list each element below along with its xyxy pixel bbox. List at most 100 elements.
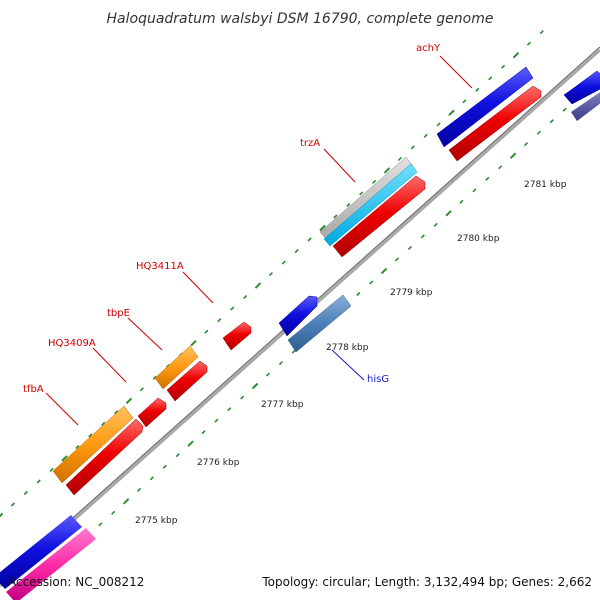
outer-tick — [423, 133, 428, 138]
gene-feature-blue-right[interactable] — [563, 70, 600, 105]
gene-feature-achY[interactable] — [436, 66, 534, 148]
gene-feature-tfbA[interactable] — [52, 405, 134, 484]
inner-tick — [251, 382, 259, 390]
outer-tick — [397, 156, 402, 161]
leader-line-hisG — [331, 349, 365, 381]
outer-tick — [281, 260, 286, 265]
gene-feature-tbpE-red[interactable] — [166, 360, 208, 402]
outer-tick — [204, 329, 209, 334]
outer-tick — [359, 191, 364, 196]
outer-tick — [75, 444, 80, 449]
inner-tick — [498, 165, 503, 170]
gene-feature-tbpE[interactable] — [154, 345, 199, 390]
gene-feature-blue-hisG-upper[interactable] — [278, 295, 318, 337]
kbp-label-2779: 2779 kbp — [390, 288, 433, 298]
outer-tick — [448, 109, 455, 117]
outer-tick — [319, 224, 326, 232]
outer-tick — [23, 490, 28, 496]
gene-label-tfbA: tfbA — [23, 384, 44, 395]
outer-tick — [36, 479, 41, 484]
gene-feature-pink-edge[interactable] — [6, 528, 96, 600]
outer-tick — [88, 433, 93, 438]
inner-tick — [445, 210, 452, 217]
outer-tick — [190, 339, 197, 347]
gene-feature-achY-red[interactable] — [448, 85, 542, 162]
inner-tick — [536, 130, 541, 135]
kbp-label-2778: 2778 kbp — [326, 343, 369, 353]
outer-tick — [488, 76, 493, 81]
inner-tick — [122, 498, 130, 505]
outer-tick — [101, 421, 106, 426]
inner-tick — [175, 453, 180, 458]
outer-tick — [462, 99, 467, 104]
outer-tick — [114, 410, 119, 415]
outer-tick — [333, 214, 338, 219]
map-title: Haloquadratum walsbyi DSM 16790, complet… — [107, 11, 494, 27]
gene-feature-HQ3409A[interactable] — [137, 397, 167, 428]
gene-labels: tfbA HQ3409A tbpE HQ3411A trzA achY hisG — [23, 43, 473, 426]
kbp-labels: 2775 kbp 2776 kbp 2777 kbp 2778 kbp 2779… — [135, 180, 567, 526]
leader-line-HQ3411A — [182, 271, 214, 304]
gene-feature-trzA-cyan[interactable] — [323, 163, 418, 247]
outer-tick — [230, 306, 235, 311]
outer-tick — [294, 248, 299, 254]
leader-line-tfbA — [45, 392, 79, 426]
inner-tick — [214, 418, 219, 423]
gene-feature-trzA[interactable] — [332, 175, 426, 258]
gene-label-HQ3409A: HQ3409A — [48, 338, 96, 349]
outer-tick — [61, 455, 68, 462]
inner-tick — [420, 234, 425, 239]
kbp-label-2780: 2780 kbp — [457, 234, 500, 244]
leader-line-achY — [439, 55, 473, 89]
outer-tick — [436, 122, 441, 127]
inner-tick — [111, 510, 116, 515]
gene-label-hisG: hisG — [367, 374, 389, 385]
gene-feature-tfbA-red[interactable] — [65, 418, 144, 496]
inner-tick — [523, 142, 529, 147]
inner-tick — [149, 476, 154, 481]
outer-tick — [10, 502, 15, 507]
outer-tick — [501, 64, 506, 69]
inner-tick — [98, 522, 103, 527]
outer-tick — [512, 51, 520, 59]
gene-label-achY: achY — [416, 43, 441, 54]
inner-tick — [265, 372, 271, 377]
leader-line-tbpE — [127, 317, 163, 351]
inner-tick — [240, 395, 245, 400]
kbp-label-2776: 2776 kbp — [197, 458, 240, 468]
outer-tick — [217, 318, 222, 323]
outer-tick — [0, 512, 4, 518]
inner-tick — [356, 291, 361, 297]
gene-label-tbpE: tbpE — [107, 308, 130, 319]
inner-tick — [369, 280, 374, 285]
gene-label-HQ3411A: HQ3411A — [136, 261, 184, 272]
inner-tick — [201, 430, 206, 435]
gene-feature-HQ3411A[interactable] — [222, 321, 252, 351]
outer-tick — [49, 467, 54, 472]
inner-tick — [380, 267, 388, 275]
outer-tick — [526, 41, 531, 46]
inner-tick — [472, 188, 477, 193]
gene-features — [0, 66, 600, 600]
outer-tick — [346, 202, 351, 208]
gene-feature-blue-edge[interactable] — [0, 515, 82, 589]
kbp-label-2777: 2777 kbp — [261, 400, 304, 410]
gene-feature-navy-right[interactable] — [571, 88, 600, 121]
outer-tick — [410, 145, 415, 150]
leader-line-HQ3409A — [92, 347, 127, 383]
inner-tick — [187, 440, 194, 447]
gene-feature-hisG[interactable] — [287, 294, 352, 353]
inner-tick — [278, 361, 283, 366]
outer-tick — [268, 272, 273, 277]
gene-label-trzA: trzA — [300, 138, 320, 149]
outer-tick — [125, 397, 133, 405]
inner-tick — [433, 222, 438, 227]
inner-tick — [227, 407, 232, 412]
inner-tick — [485, 176, 490, 181]
gene-feature-trzA-gray[interactable] — [319, 156, 414, 241]
tick-marks-outer — [0, 30, 544, 518]
inner-tick — [162, 464, 167, 469]
inner-tick — [509, 152, 517, 159]
outer-tick — [475, 87, 480, 92]
